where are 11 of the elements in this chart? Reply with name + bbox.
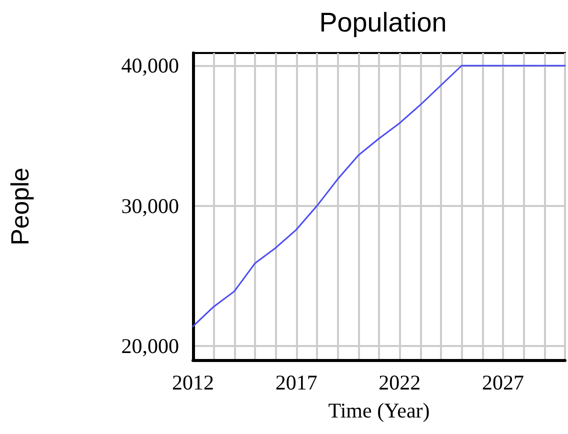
x-tick-label: 2022 xyxy=(378,370,421,394)
y-tick-label: 20,000 xyxy=(121,334,179,358)
y-tick-label: 30,000 xyxy=(121,194,179,218)
chart-title: Population xyxy=(319,8,447,38)
y-axis-title: People xyxy=(6,168,34,246)
x-tick-label: 2017 xyxy=(275,370,318,394)
line-series xyxy=(192,64,566,328)
x-tick-label: 2012 xyxy=(172,370,214,394)
x-tick-label: 2027 xyxy=(482,370,524,394)
x-axis-title: Time (Year) xyxy=(328,398,430,422)
y-tick-label: 40,000 xyxy=(121,54,179,78)
